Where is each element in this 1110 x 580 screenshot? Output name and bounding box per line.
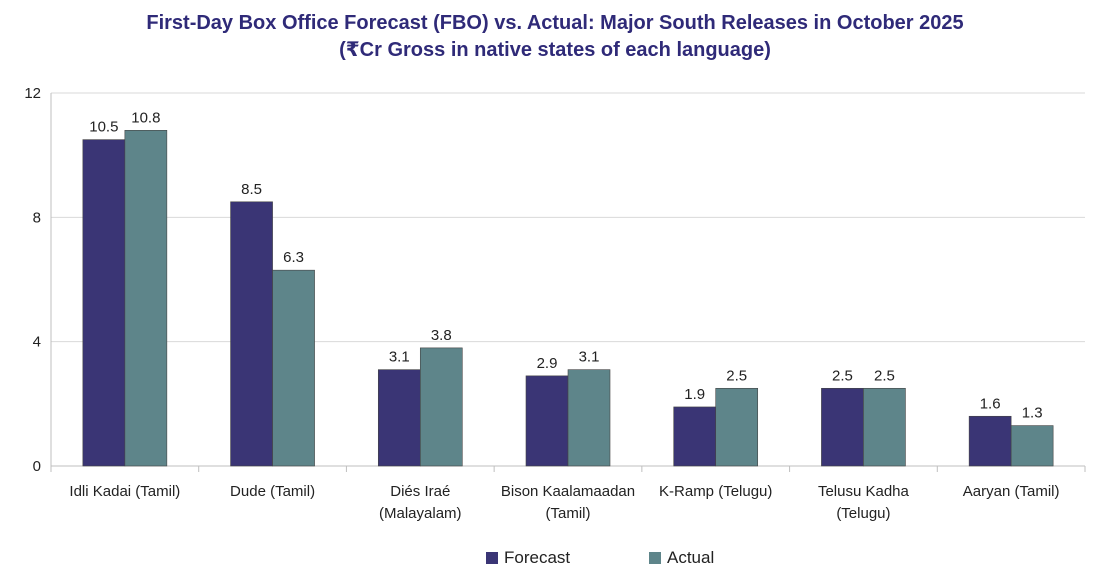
x-tick-label: Dude (Tamil)	[230, 483, 315, 500]
bar-actual	[272, 269, 315, 467]
chart-legend: Forecast Actual	[0, 548, 1110, 570]
x-tick-label: Telusu Kadha	[818, 483, 910, 500]
data-label-actual: 2.5	[874, 367, 895, 384]
legend-item-forecast: Forecast	[486, 548, 570, 568]
x-tick-label: Aaryan (Tamil)	[963, 483, 1060, 500]
data-label-forecast: 8.5	[241, 181, 262, 198]
bar-actual	[1010, 425, 1054, 467]
bar-actual	[124, 130, 168, 467]
y-tick-label: 12	[24, 85, 41, 102]
bar-forecast	[377, 369, 421, 467]
data-label-forecast: 3.1	[389, 349, 410, 366]
y-tick-label: 8	[33, 209, 41, 226]
data-label-actual: 3.8	[431, 327, 452, 344]
chart-title: First-Day Box Office Forecast (FBO) vs. …	[146, 12, 964, 34]
bar-actual	[419, 347, 463, 467]
legend-label-actual: Actual	[667, 548, 715, 567]
x-tick-label: (Tamil)	[546, 505, 591, 522]
data-label-actual: 3.1	[579, 349, 600, 366]
data-label-actual: 10.8	[131, 109, 160, 126]
bar-forecast	[82, 139, 126, 467]
legend-item-actual: Actual	[649, 548, 714, 568]
legend-label-forecast: Forecast	[504, 548, 571, 567]
bar-actual	[715, 387, 759, 467]
x-tick-label: Bison Kaalamaadan	[501, 483, 635, 500]
data-label-actual: 2.5	[726, 367, 747, 384]
data-label-forecast: 1.9	[684, 386, 705, 403]
x-tick-label: Idli Kadai (Tamil)	[69, 483, 180, 500]
bar-forecast	[525, 375, 569, 467]
bar-forecast	[968, 415, 1012, 467]
bar-forecast	[821, 387, 864, 467]
data-label-forecast: 2.5	[832, 367, 853, 384]
data-label-forecast: 10.5	[89, 119, 118, 136]
bar-actual	[863, 387, 906, 467]
y-tick-label: 4	[33, 334, 41, 351]
x-tick-label: (Malayalam)	[379, 505, 462, 522]
x-tick-label: K-Ramp (Telugu)	[659, 483, 772, 500]
data-label-actual: 1.3	[1022, 405, 1043, 422]
x-tick-label: (Telugu)	[836, 505, 890, 522]
bar-forecast	[673, 406, 717, 467]
bar-actual	[567, 369, 611, 467]
legend-swatch-forecast	[486, 552, 498, 564]
bar-forecast	[230, 201, 273, 467]
data-label-forecast: 1.6	[980, 395, 1001, 412]
chart-subtitle: (₹Cr Gross in native states of each lang…	[339, 39, 771, 61]
y-tick-label: 0	[33, 458, 41, 475]
data-label-actual: 6.3	[283, 249, 304, 266]
data-label-forecast: 2.9	[537, 355, 558, 372]
legend-swatch-actual	[649, 552, 661, 564]
x-tick-label: Diés Iraé	[390, 483, 450, 500]
bar-chart-plot: 0 4 8 12 10.5 10.8 Idli Kadai (Tamil) 8.5 6.3 Dud…	[24, 85, 1086, 522]
